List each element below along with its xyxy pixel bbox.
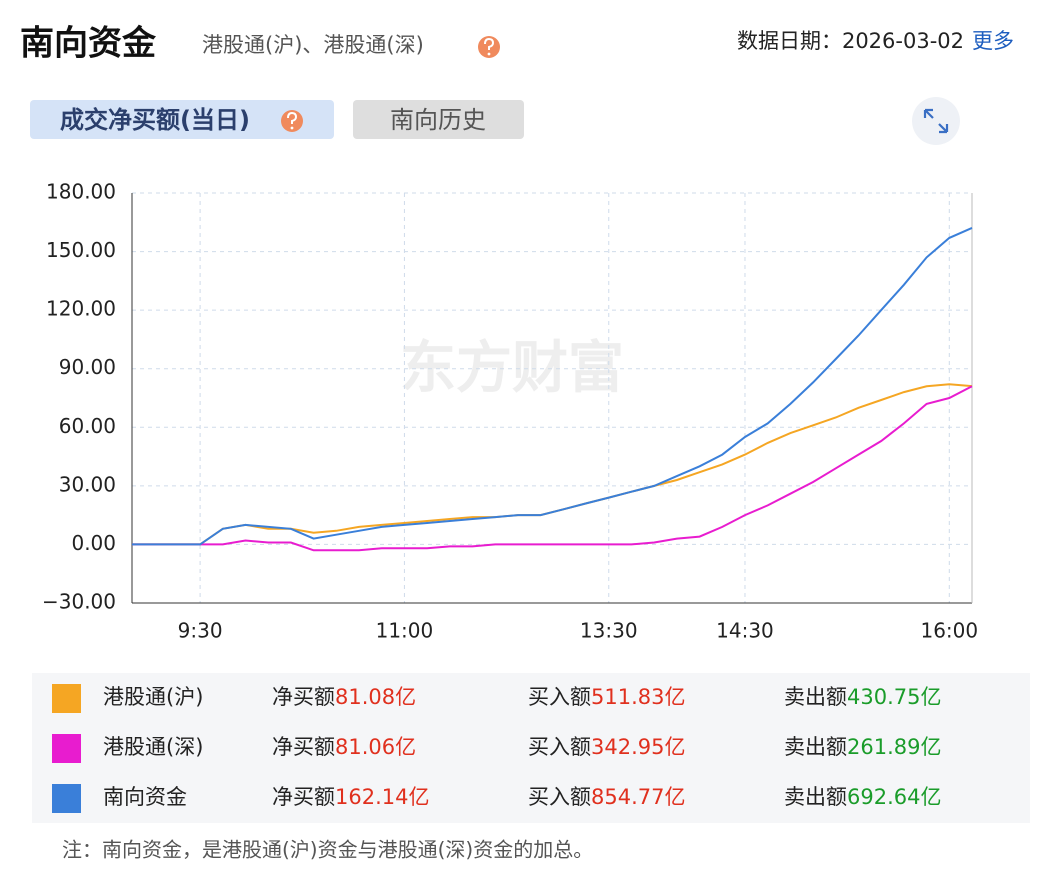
legend-swatch xyxy=(52,784,81,813)
y-tick-label: −30.00 xyxy=(42,590,116,614)
x-tick-label: 9:30 xyxy=(178,619,223,643)
summary-label: 净买额 xyxy=(272,735,335,759)
summary-label: 买入额 xyxy=(528,735,591,759)
series-line xyxy=(132,385,973,552)
legend-label: 港股通(深) xyxy=(103,735,203,759)
date-label: 数据日期：2026-03-02 xyxy=(737,29,964,53)
summary-value: 854.77亿 xyxy=(591,785,685,809)
y-tick-label: 30.00 xyxy=(59,472,116,496)
summary-value: 261.89亿 xyxy=(847,735,941,759)
legend-swatch xyxy=(52,734,81,763)
title: 南向资金 xyxy=(20,24,157,64)
x-tick-label: 14:30 xyxy=(716,619,774,643)
note: 注：南向资金，是港股通(沪)资金与港股通(深)资金的加总。 xyxy=(62,838,593,862)
series-line xyxy=(132,226,973,546)
x-tick-label: 16:00 xyxy=(920,619,978,643)
y-tick-label: 180.00 xyxy=(46,180,116,204)
summary-label: 卖出额 xyxy=(784,785,847,809)
expand-button[interactable] xyxy=(912,97,960,145)
y-tick-label: 150.00 xyxy=(46,238,116,262)
summary-label: 买入额 xyxy=(528,685,591,709)
tab[interactable] xyxy=(353,100,524,139)
y-tick-label: 120.00 xyxy=(46,297,116,321)
summary-label: 净买额 xyxy=(272,685,335,709)
y-tick-label: 60.00 xyxy=(59,414,116,438)
x-tick-label: 13:30 xyxy=(580,619,638,643)
legend-label: 南向资金 xyxy=(103,785,187,809)
summary-value: 342.95亿 xyxy=(591,735,685,759)
tab-label[interactable]: 南向历史 xyxy=(390,106,486,134)
summary-value: 692.64亿 xyxy=(847,785,941,809)
help-icon[interactable] xyxy=(281,110,303,132)
summary-label: 卖出额 xyxy=(784,685,847,709)
summary-value: 81.06亿 xyxy=(335,735,416,759)
summary-value: 81.08亿 xyxy=(335,685,416,709)
summary-label: 卖出额 xyxy=(784,735,847,759)
x-tick-label: 11:00 xyxy=(376,619,434,643)
summary-value: 162.14亿 xyxy=(335,785,429,809)
summary-value: 430.75亿 xyxy=(847,685,941,709)
legend-label: 港股通(沪) xyxy=(103,685,203,709)
summary-value: 511.83亿 xyxy=(591,685,685,709)
more-link[interactable]: 更多 xyxy=(972,29,1014,53)
y-tick-label: 0.00 xyxy=(71,531,116,555)
help-icon[interactable] xyxy=(478,36,500,58)
tab-active[interactable] xyxy=(30,100,334,139)
subtitle: 港股通(沪)、港股通(深) xyxy=(202,33,424,57)
y-tick-label: 90.00 xyxy=(59,355,116,379)
series-line xyxy=(132,383,973,546)
summary-label: 净买额 xyxy=(272,785,335,809)
summary-panel xyxy=(32,673,1030,823)
summary-label: 买入额 xyxy=(528,785,591,809)
tab-label[interactable]: 成交净买额(当日) xyxy=(60,106,250,134)
legend-swatch xyxy=(52,684,81,713)
